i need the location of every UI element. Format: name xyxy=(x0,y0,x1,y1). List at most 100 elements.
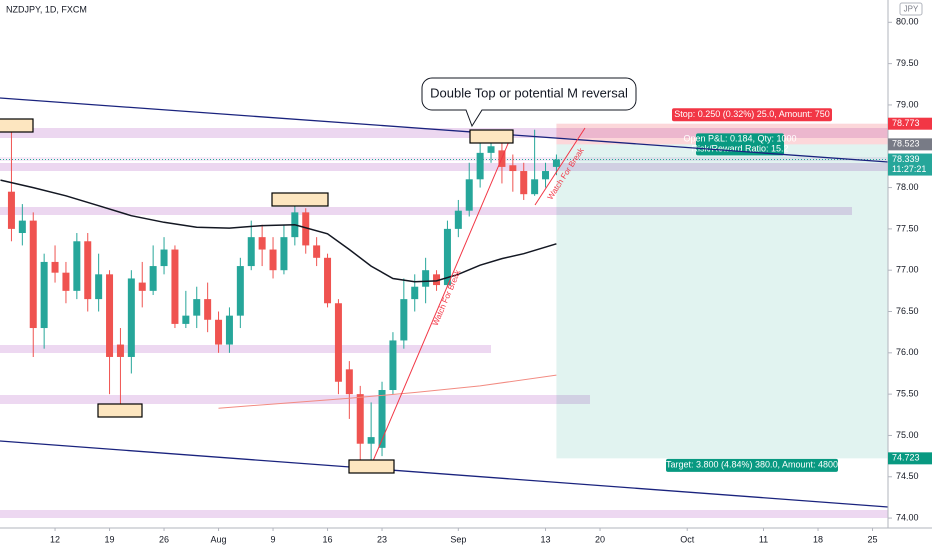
y-tick-label: 78.00 xyxy=(896,182,919,192)
currency-badge xyxy=(899,2,923,16)
zone xyxy=(0,163,888,171)
candle-body xyxy=(7,191,15,229)
zones xyxy=(0,128,888,518)
candle-body xyxy=(40,261,48,329)
candle-body xyxy=(204,299,212,320)
candle-body xyxy=(465,179,473,211)
y-tick-label: 76.00 xyxy=(896,347,919,357)
position-label-box xyxy=(666,458,838,472)
target-text: Target: 3.800 (4.84%) 380.0, Amount: 480… xyxy=(666,460,838,470)
candle-body xyxy=(18,220,26,234)
candle-body xyxy=(106,274,114,357)
candle-body xyxy=(215,319,223,345)
y-tick-label: 79.00 xyxy=(896,99,919,109)
candles xyxy=(0,129,560,469)
candle-body xyxy=(182,315,190,324)
highlight-box xyxy=(271,192,329,207)
highlight-box xyxy=(469,129,514,144)
price-label-box xyxy=(888,452,932,465)
candle-body xyxy=(454,210,462,229)
candle-body xyxy=(422,270,430,287)
pnl-text: Open P&L: 0.184, Qty: 1000 xyxy=(683,134,796,144)
candle-body xyxy=(487,146,495,153)
candle-body xyxy=(280,237,288,271)
zone xyxy=(0,395,590,404)
price-label: 78.523 xyxy=(892,139,920,149)
candle-body xyxy=(127,278,135,357)
rr-text: Risk/Reward Ratio: 15.2 xyxy=(691,144,788,154)
candle-body xyxy=(552,159,560,167)
y-tick-label: 76.50 xyxy=(896,306,919,316)
candle-body xyxy=(160,249,168,267)
chart-title: NZDJPY, 1D, FXCM xyxy=(6,4,87,14)
x-tick-label: 18 xyxy=(813,534,823,544)
candle-body xyxy=(84,241,92,300)
zone xyxy=(0,207,852,215)
candle-body xyxy=(400,299,408,341)
candle-body xyxy=(73,241,81,291)
y-tick-label: 80.00 xyxy=(896,17,919,27)
candle-body xyxy=(62,272,70,291)
currency: JPY xyxy=(904,5,919,14)
candle-body xyxy=(411,286,419,300)
candle-body xyxy=(476,152,484,180)
candle-body xyxy=(29,220,37,329)
x-tick-label: 20 xyxy=(595,534,605,544)
x-tick-label: 25 xyxy=(868,534,878,544)
x-tick-label: Oct xyxy=(680,534,695,544)
candle-body xyxy=(389,340,397,391)
candle-body xyxy=(51,261,59,273)
x-tick-label: 13 xyxy=(541,534,551,544)
candle-body xyxy=(378,390,386,448)
drawings: Watch For Break Watch For Break Double T… xyxy=(0,77,889,508)
x-tick-label: Sep xyxy=(450,534,466,544)
zone xyxy=(0,157,888,161)
candle-body xyxy=(193,299,201,316)
trendline xyxy=(369,131,514,469)
candle-body xyxy=(247,237,255,267)
candle-body xyxy=(258,237,266,250)
price-label: 74.723 xyxy=(892,453,920,463)
highlight-box xyxy=(0,118,34,133)
price-label: 78.773 xyxy=(892,118,920,128)
x-tick-label: 9 xyxy=(271,534,276,544)
candle-body xyxy=(116,344,124,357)
moving-average xyxy=(218,374,557,409)
candle-body xyxy=(313,245,321,258)
axes: 80.0079.5079.0078.5078.0077.5077.0076.50… xyxy=(50,17,932,544)
candle-body xyxy=(269,249,277,271)
target-zone xyxy=(556,144,888,459)
price-label-box xyxy=(888,117,932,130)
y-tick-label: 75.50 xyxy=(896,389,919,399)
trendline xyxy=(0,440,889,508)
candle-body xyxy=(520,171,528,195)
trendline xyxy=(0,97,889,163)
x-tick-label: 12 xyxy=(50,534,60,544)
candle-body xyxy=(531,179,539,195)
y-tick-label: 77.00 xyxy=(896,265,919,275)
y-tick-label: 74.50 xyxy=(896,471,919,481)
highlight-box xyxy=(97,403,143,418)
x-tick-label: 11 xyxy=(759,534,768,544)
zone xyxy=(0,128,888,138)
x-tick-label: Aug xyxy=(211,534,227,544)
countdown: 11:27:21 xyxy=(892,164,926,174)
price-label: 78.339 xyxy=(892,154,920,164)
candle-body xyxy=(225,315,233,345)
candle-body xyxy=(345,369,353,395)
y-tick-label: 79.50 xyxy=(896,58,919,68)
candle-body xyxy=(171,249,179,324)
candle-body xyxy=(149,266,157,291)
candle-body xyxy=(334,303,342,382)
x-tick-label: 19 xyxy=(105,534,115,544)
candle-body xyxy=(542,171,550,180)
candle-body xyxy=(324,257,332,304)
candle-body xyxy=(433,274,441,286)
candle-body xyxy=(356,394,364,444)
zone xyxy=(0,345,491,353)
x-tick-label: 16 xyxy=(323,534,333,544)
candle-body xyxy=(302,212,310,246)
y-tick-label: 74.00 xyxy=(896,512,919,522)
callout xyxy=(421,77,637,128)
candle-body xyxy=(95,274,103,300)
